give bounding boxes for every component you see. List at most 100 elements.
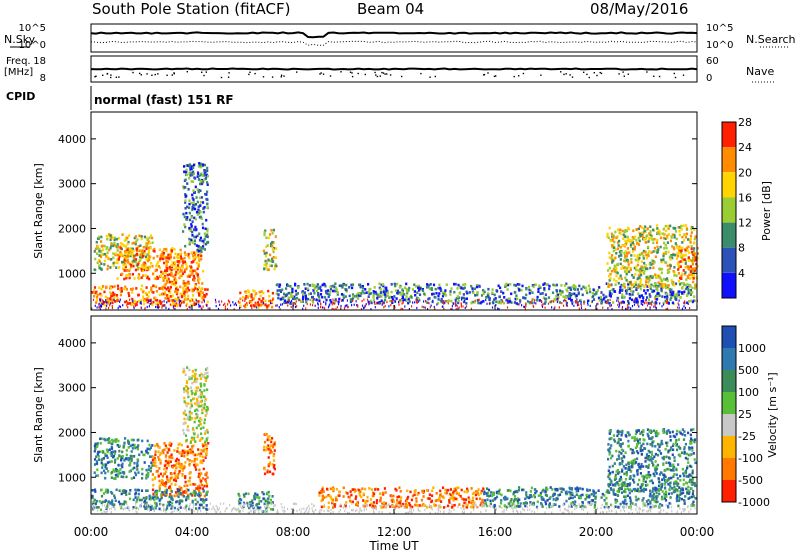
data-cell bbox=[198, 211, 201, 215]
data-cell bbox=[197, 300, 200, 303]
data-cell bbox=[443, 506, 446, 509]
data-cell bbox=[173, 306, 175, 309]
data-cell bbox=[146, 275, 149, 279]
data-cell bbox=[169, 493, 172, 496]
data-cell bbox=[608, 251, 611, 255]
data-cell bbox=[660, 289, 663, 292]
data-cell bbox=[278, 283, 282, 287]
data-cell bbox=[185, 262, 188, 266]
data-cell bbox=[182, 422, 185, 426]
data-cell bbox=[684, 284, 688, 287]
data-cell bbox=[271, 240, 274, 244]
data-cell bbox=[264, 432, 267, 436]
data-cell bbox=[569, 493, 572, 496]
data-cell bbox=[412, 301, 414, 304]
data-cell bbox=[607, 269, 610, 272]
data-cell bbox=[191, 193, 194, 197]
data-cell bbox=[263, 472, 267, 476]
data-cell bbox=[643, 229, 646, 233]
data-cell bbox=[617, 228, 620, 232]
data-cell bbox=[688, 492, 691, 495]
data-cell bbox=[646, 289, 649, 292]
data-cell bbox=[465, 506, 469, 509]
data-cell bbox=[624, 250, 627, 253]
data-cell bbox=[128, 294, 131, 298]
data-cell bbox=[274, 264, 277, 268]
data-cell bbox=[158, 299, 162, 303]
data-cell bbox=[163, 261, 166, 265]
data-cell bbox=[173, 304, 175, 307]
data-cell bbox=[191, 220, 194, 223]
data-cell bbox=[113, 298, 115, 301]
data-cell bbox=[680, 228, 683, 231]
data-cell bbox=[580, 302, 582, 305]
data-cell bbox=[694, 256, 697, 259]
data-cell bbox=[639, 278, 643, 281]
data-cell bbox=[576, 486, 579, 490]
data-cell bbox=[242, 501, 246, 505]
data-cell bbox=[384, 290, 387, 294]
data-cell bbox=[191, 230, 194, 234]
data-cell bbox=[438, 495, 441, 499]
data-cell bbox=[316, 299, 318, 302]
data-cell bbox=[190, 167, 193, 170]
data-cell bbox=[122, 491, 125, 494]
data-cell bbox=[266, 503, 269, 506]
data-cell bbox=[267, 456, 270, 459]
data-cell bbox=[557, 299, 559, 302]
data-cell bbox=[399, 490, 402, 493]
data-cell bbox=[681, 260, 684, 263]
data-cell bbox=[473, 287, 476, 291]
data-cell bbox=[428, 287, 431, 291]
data-cell bbox=[406, 489, 409, 493]
data-cell bbox=[141, 439, 144, 443]
data-cell bbox=[178, 469, 181, 473]
data-cell bbox=[621, 301, 623, 304]
nave-dot bbox=[420, 72, 422, 75]
data-cell bbox=[321, 498, 325, 501]
data-cell bbox=[196, 213, 199, 216]
data-cell bbox=[682, 292, 685, 295]
data-cell bbox=[468, 498, 471, 501]
colorbar-tick-label: 12 bbox=[738, 217, 752, 230]
data-cell bbox=[111, 301, 114, 304]
data-cell bbox=[436, 303, 438, 306]
data-cell bbox=[632, 290, 635, 293]
data-cell bbox=[291, 295, 294, 298]
nave-dot bbox=[495, 75, 497, 77]
data-cell bbox=[200, 288, 203, 291]
data-cell bbox=[465, 498, 468, 501]
data-cell bbox=[166, 294, 169, 297]
data-cell bbox=[324, 289, 328, 293]
data-cell bbox=[106, 488, 109, 492]
data-cell bbox=[379, 492, 382, 496]
data-cell bbox=[626, 235, 629, 239]
data-cell bbox=[533, 495, 536, 499]
data-cell bbox=[170, 282, 173, 286]
data-cell bbox=[269, 264, 272, 268]
data-cell bbox=[686, 283, 689, 286]
data-cell bbox=[367, 283, 370, 286]
data-cell bbox=[91, 496, 94, 500]
data-cell bbox=[116, 473, 119, 477]
data-cell bbox=[291, 300, 293, 303]
data-cell bbox=[686, 249, 689, 252]
data-cell bbox=[128, 497, 132, 501]
data-cell bbox=[681, 257, 684, 261]
data-cell bbox=[202, 444, 205, 448]
data-cell bbox=[315, 298, 318, 302]
data-cell bbox=[529, 501, 532, 504]
data-cell bbox=[678, 226, 681, 229]
data-cell bbox=[357, 294, 361, 297]
data-cell bbox=[475, 497, 478, 501]
data-cell bbox=[190, 402, 193, 406]
data-cell bbox=[631, 305, 634, 308]
data-cell bbox=[485, 492, 488, 495]
data-cell bbox=[110, 286, 113, 290]
data-cell bbox=[563, 284, 567, 287]
colorbar-tick-label: 4 bbox=[738, 267, 745, 280]
data-cell bbox=[554, 487, 557, 491]
data-cell bbox=[689, 277, 692, 280]
data-cell bbox=[122, 304, 124, 307]
data-cell bbox=[113, 452, 116, 455]
